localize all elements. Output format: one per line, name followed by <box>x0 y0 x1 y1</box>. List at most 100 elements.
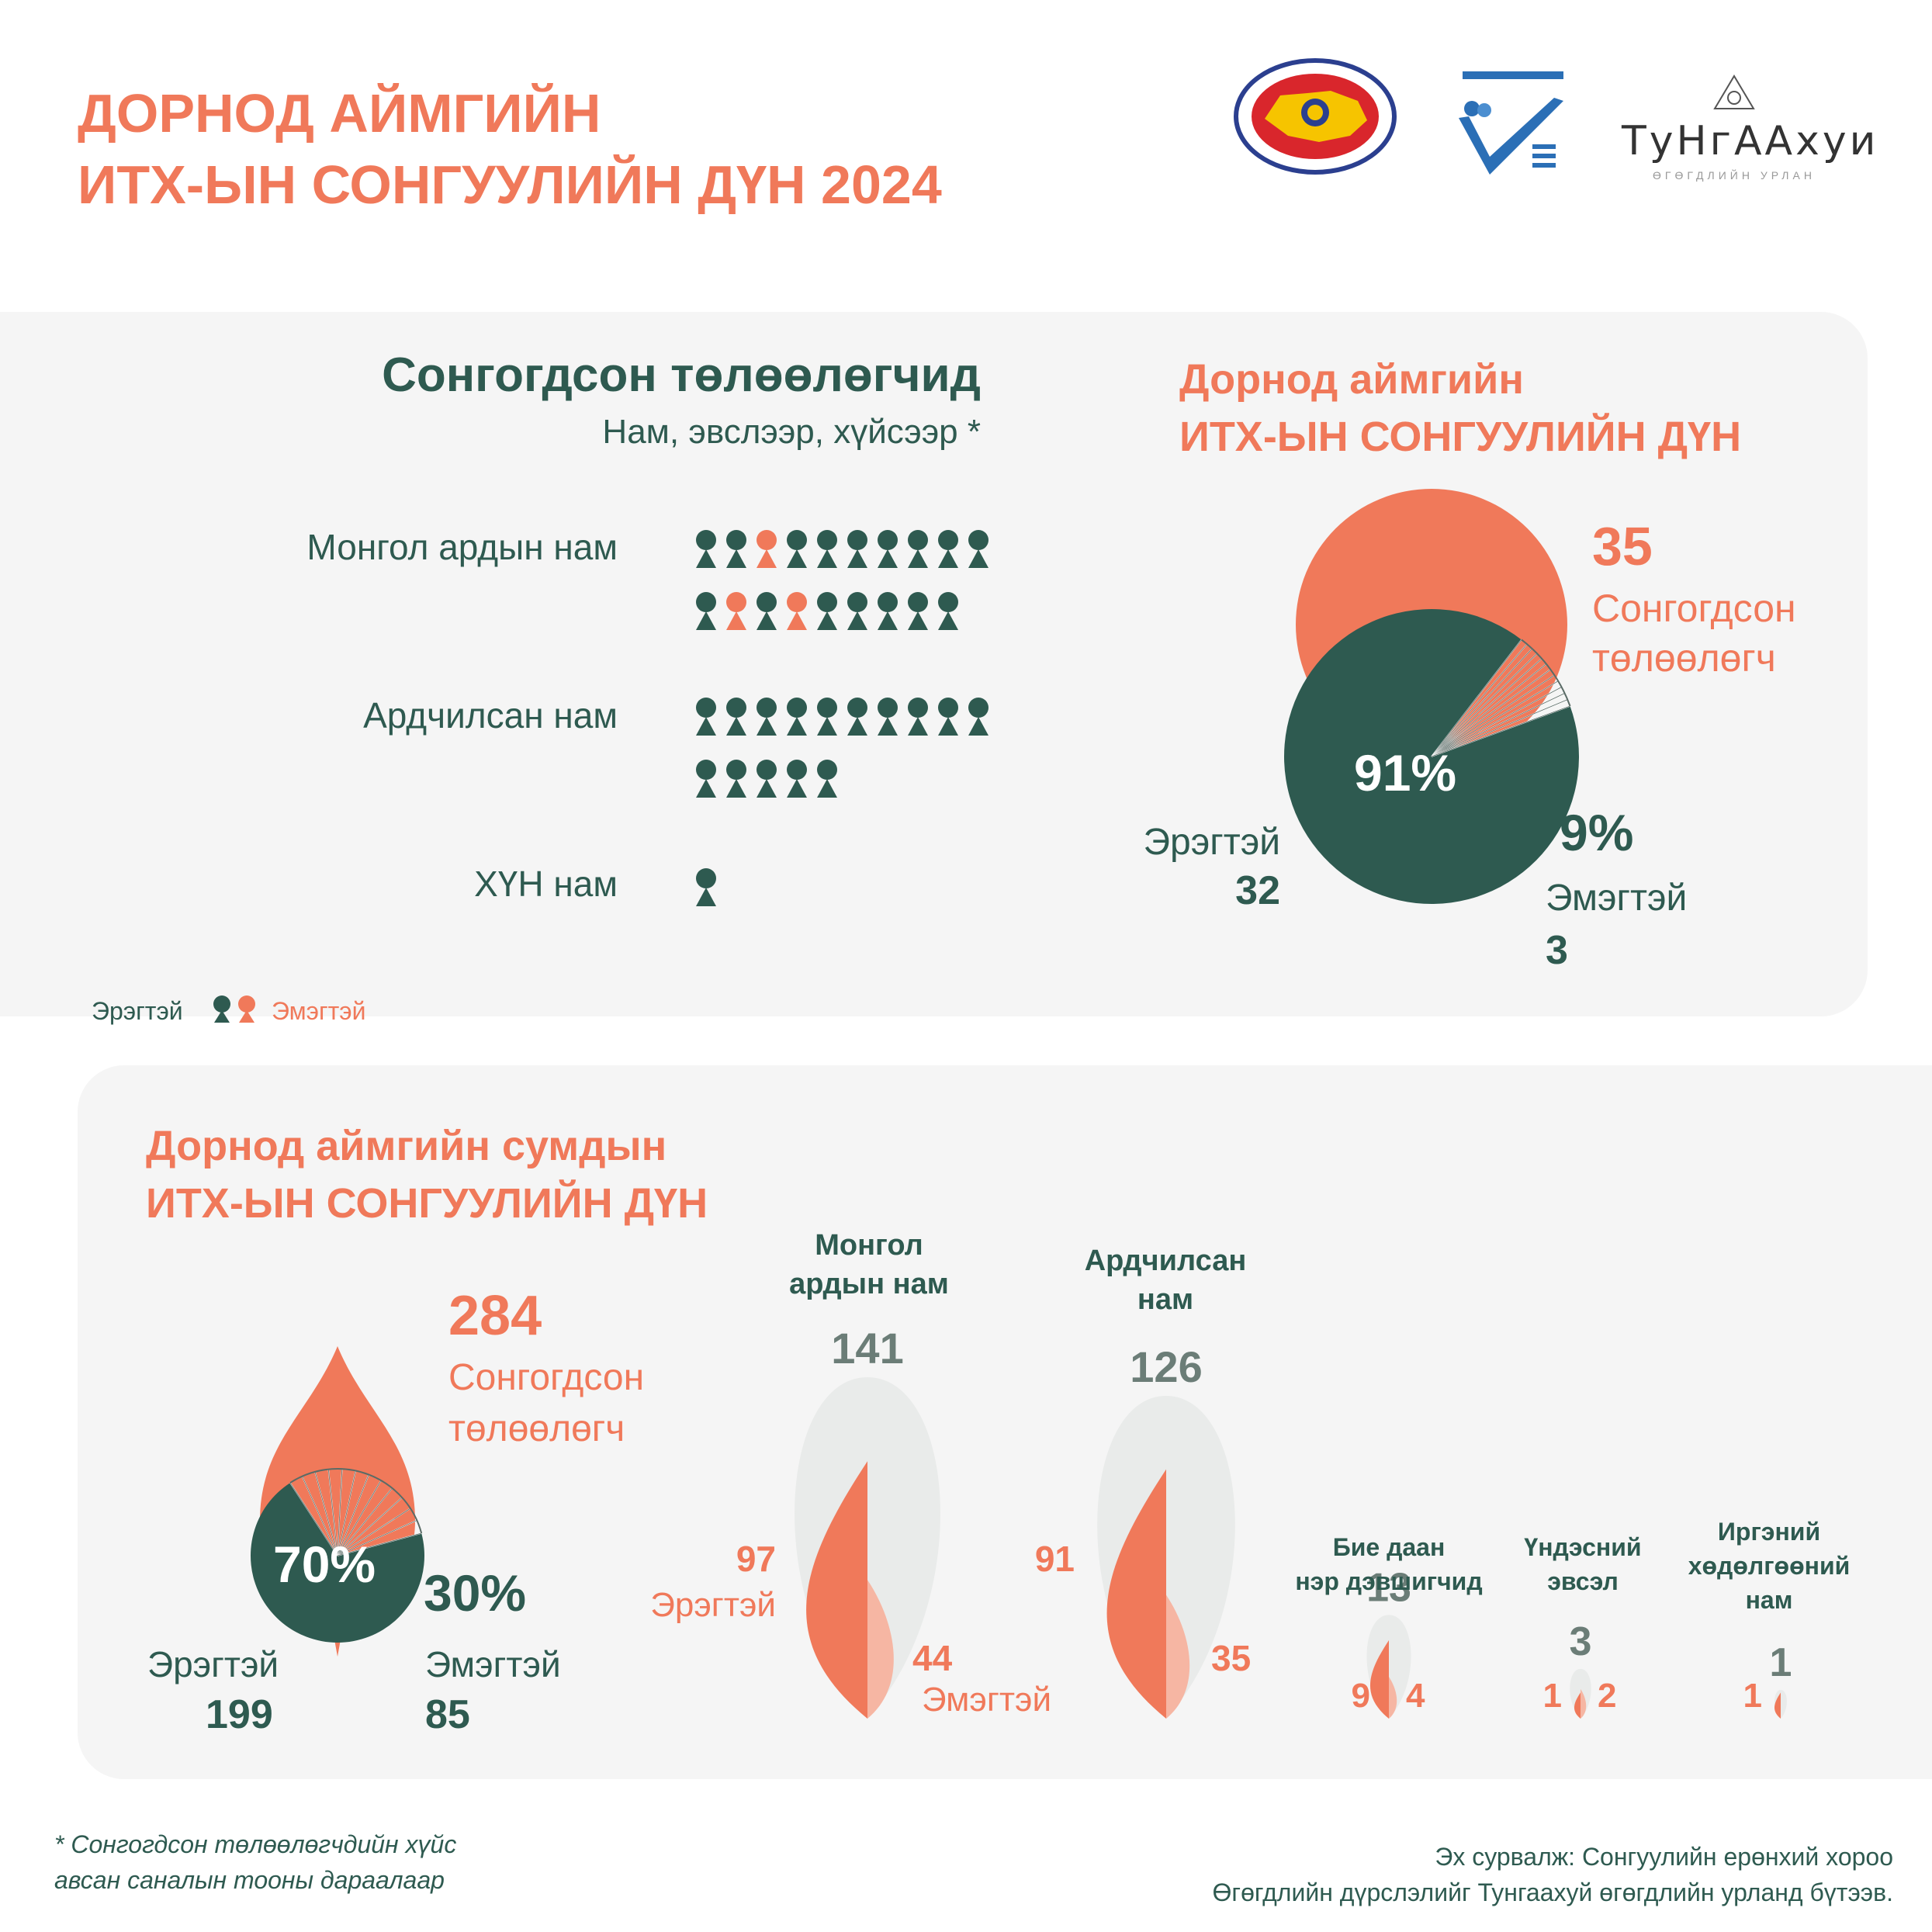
person-icon-male <box>938 592 958 630</box>
party-name-national: Үндэсний эвсэл <box>1497 1530 1668 1598</box>
page-title-line2: ИТХ-ЫН СОНГУУЛИЙН ДҮН 2024 <box>78 154 942 215</box>
person-icon-male <box>726 698 746 736</box>
aimag-total-label-line1: Сонгогдсон <box>1592 587 1796 630</box>
tungaakhui-logo: ТуНгААхуи ӨГӨГДЛИЙН УРЛАН <box>1622 70 1879 186</box>
party-name-independent-line2: нэр дэвшигчид <box>1295 1567 1483 1595</box>
party-male-count: 91 <box>1035 1539 1075 1579</box>
person-icon-male <box>787 760 807 798</box>
party-name-independent: Бие даан нэр дэвшигчид <box>1265 1530 1513 1598</box>
party-name-mpp: Монгол ардын нам <box>753 1226 985 1304</box>
person-icon-male <box>817 530 837 568</box>
person-icon-male <box>787 698 807 736</box>
elected-title: Сонгогдсон төлөөлөгчид <box>382 348 981 402</box>
person-icon-male <box>696 530 716 568</box>
person-icon-male <box>938 698 958 736</box>
election-commission-logo <box>1234 58 1397 175</box>
party-drop: 141 97 44 Эрэгтэй Эмэгтэй <box>650 1324 1051 1719</box>
party-male-count: 1 <box>1543 1677 1562 1715</box>
sum-female-label: Эмэгтэй <box>425 1644 561 1684</box>
party-male-count: 9 <box>1352 1677 1370 1715</box>
person-icon-male <box>908 592 928 630</box>
aimag-title-line1: Дорнод аймгийн <box>1179 356 1524 403</box>
aimag-female-label: Эмэгтэй <box>1546 878 1688 919</box>
person-icon-female <box>726 592 746 630</box>
legend-male-label: Эрэгтэй <box>92 997 183 1025</box>
party-female-label: Эмэгтэй <box>922 1681 1051 1719</box>
party-female-count: 2 <box>1598 1677 1616 1715</box>
footnote-line2: авсан саналын тооны дараалаар <box>54 1866 445 1894</box>
person-icon-male <box>726 760 746 798</box>
party-total-label: 1 <box>1770 1640 1792 1685</box>
footnote: * Сонгогдсон төлөөлөгчдийн хүйс авсан са… <box>54 1826 456 1898</box>
party-male-half <box>1574 1692 1581 1719</box>
party-female-count: 44 <box>912 1638 953 1678</box>
legend-female-label: Эмэгтэй <box>272 997 366 1025</box>
person-icon-male <box>878 530 898 568</box>
aimag-total-label: Сонгогдсон төлөөлөгч <box>1592 583 1796 683</box>
person-icon-male <box>908 698 928 736</box>
party-name-independent-line1: Бие даан <box>1332 1533 1446 1561</box>
party-name-national-line1: Үндэсний <box>1524 1533 1642 1561</box>
party-total-label: 126 <box>1130 1342 1202 1391</box>
party-drop: 31 2 <box>1543 1619 1616 1719</box>
party-name-dp-line1: Ардчилсан <box>1084 1245 1247 1277</box>
person-icon-male <box>968 698 989 736</box>
person-icon-male <box>938 530 958 568</box>
footnote-line1: * Сонгогдсон төлөөлөгчдийн хүйс <box>54 1830 457 1858</box>
person-icon-male <box>817 698 837 736</box>
party-drop: 13 9 4 <box>1352 1565 1425 1719</box>
female-sector <box>289 1468 423 1556</box>
party-name-civic: Иргэний хөдөлгөөний нам <box>1660 1515 1878 1617</box>
sum-male-pct: 70% <box>273 1536 376 1593</box>
page-title-line1: ДОРНОД АЙМГИЙН <box>78 83 601 144</box>
person-icon-male <box>817 760 837 798</box>
person-icon-male <box>696 592 716 630</box>
tungaakhui-logo-sub: ӨГӨГДЛИЙН УРЛАН <box>1653 169 1816 182</box>
sum-results-panel <box>78 1065 1932 1779</box>
aimag-female-pct: 9% <box>1560 804 1634 861</box>
person-icon-male <box>847 592 867 630</box>
sum-male-count: 199 <box>206 1692 273 1737</box>
page-title: ДОРНОД АЙМГИЙН ИТХ-ЫН СОНГУУЛИЙН ДҮН 202… <box>78 78 942 220</box>
legend-male-icon <box>213 995 230 1023</box>
party-name-civic-line3: нам <box>1745 1586 1793 1614</box>
tungaakhui-logo-text: ТуНгААхуи <box>1622 118 1879 164</box>
party-name-dp: Ардчилсан нам <box>1049 1241 1282 1319</box>
party-female-half <box>1389 1677 1397 1719</box>
aimag-male-label: Эрэгтэй <box>1143 822 1280 863</box>
elected-subtitle: Нам, эвслээр, хүйсээр * <box>602 413 981 451</box>
source-line1: Эх сурвалж: Сонгуулийн ерөнхий хороо <box>1435 1843 1893 1871</box>
person-icon-male <box>757 698 777 736</box>
person-icon-male <box>847 530 867 568</box>
person-icon-male <box>696 868 716 906</box>
person-icon-male <box>787 530 807 568</box>
party-total-label: 3 <box>1570 1619 1592 1664</box>
party-name-dp-line2: нам <box>1137 1283 1194 1316</box>
sum-total-label-line1: Сонгогдсон <box>448 1357 645 1398</box>
source-credit: Эх сурвалж: Сонгуулийн ерөнхий хороо Өгө… <box>931 1839 1893 1910</box>
party-drop: 11 <box>1743 1640 1792 1719</box>
sum-female-count: 85 <box>425 1692 470 1737</box>
person-icon-male <box>908 530 928 568</box>
person-icon-male <box>757 760 777 798</box>
party-name-civic-line1: Иргэний <box>1717 1518 1821 1546</box>
person-icon-male <box>847 698 867 736</box>
party-total-label: 13 <box>1366 1565 1411 1610</box>
sum-title-line1: Дорнод аймгийн сумдын <box>146 1123 667 1169</box>
person-icon-male <box>968 530 989 568</box>
party-male-half <box>1774 1692 1781 1719</box>
source-line2: Өгөгдлийн дүрслэлийг Тунгаахуй өгөгдлийн… <box>1212 1878 1893 1906</box>
sum-female-pct: 30% <box>424 1564 527 1622</box>
party-name-national-line2: эвсэл <box>1547 1567 1619 1595</box>
party-male-count: 1 <box>1743 1677 1762 1715</box>
aimag-title-line2: ИТХ-ЫН СОНГУУЛИЙН ДҮН <box>1179 414 1742 460</box>
party-total-label: 141 <box>831 1324 903 1373</box>
person-icon-male <box>757 592 777 630</box>
male-sector <box>251 1483 425 1643</box>
party-female-half <box>1166 1594 1190 1719</box>
aimag-total-label-line2: төлөөлөгч <box>1592 636 1776 680</box>
party-male-half <box>1369 1639 1389 1719</box>
party-male-half <box>1106 1469 1166 1719</box>
